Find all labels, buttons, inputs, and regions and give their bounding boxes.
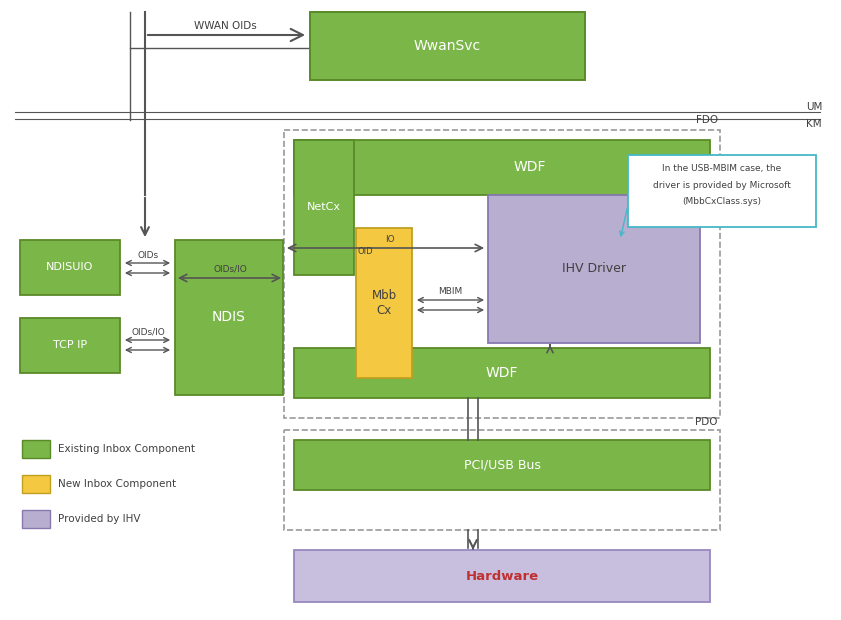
Text: In the USB-MBIM case, the: In the USB-MBIM case, the bbox=[663, 164, 781, 174]
Text: MBIM: MBIM bbox=[438, 288, 462, 296]
Text: IO: IO bbox=[385, 236, 394, 244]
Text: Provided by IHV: Provided by IHV bbox=[58, 514, 140, 524]
FancyBboxPatch shape bbox=[175, 240, 283, 395]
Text: New Inbox Component: New Inbox Component bbox=[58, 479, 176, 489]
Text: WwanSvc: WwanSvc bbox=[414, 39, 480, 53]
Text: PCI/USB Bus: PCI/USB Bus bbox=[463, 459, 541, 471]
FancyBboxPatch shape bbox=[310, 12, 585, 80]
Text: WWAN OIDs: WWAN OIDs bbox=[193, 21, 257, 31]
FancyBboxPatch shape bbox=[628, 155, 816, 227]
FancyBboxPatch shape bbox=[20, 240, 120, 295]
Text: OIDs/IO: OIDs/IO bbox=[131, 327, 165, 337]
Text: PDO: PDO bbox=[696, 417, 718, 427]
Text: Existing Inbox Component: Existing Inbox Component bbox=[58, 444, 195, 454]
Text: OID: OID bbox=[357, 247, 373, 257]
Text: TCP IP: TCP IP bbox=[53, 340, 87, 350]
Text: (MbbCxClass.sys): (MbbCxClass.sys) bbox=[683, 197, 761, 205]
FancyBboxPatch shape bbox=[22, 510, 50, 528]
Text: OIDs: OIDs bbox=[137, 250, 159, 260]
Text: driver is provided by Microsoft: driver is provided by Microsoft bbox=[653, 180, 791, 190]
FancyBboxPatch shape bbox=[294, 140, 354, 275]
FancyBboxPatch shape bbox=[294, 550, 710, 602]
Text: OIDs/IO: OIDs/IO bbox=[213, 265, 247, 273]
FancyBboxPatch shape bbox=[294, 348, 710, 398]
Text: KM: KM bbox=[806, 119, 822, 129]
Text: FDO: FDO bbox=[696, 115, 718, 125]
Text: Mbb
Cx: Mbb Cx bbox=[372, 289, 397, 317]
FancyBboxPatch shape bbox=[22, 475, 50, 493]
FancyBboxPatch shape bbox=[488, 195, 700, 343]
Text: NDIS: NDIS bbox=[212, 310, 246, 324]
Text: NetCx: NetCx bbox=[307, 202, 341, 212]
Text: NDISUIO: NDISUIO bbox=[46, 262, 93, 272]
Text: WDF: WDF bbox=[514, 160, 547, 174]
FancyBboxPatch shape bbox=[294, 140, 710, 195]
FancyBboxPatch shape bbox=[356, 228, 412, 378]
Text: WDF: WDF bbox=[486, 366, 518, 380]
FancyBboxPatch shape bbox=[294, 440, 710, 490]
Text: IHV Driver: IHV Driver bbox=[562, 262, 626, 275]
Text: UM: UM bbox=[806, 102, 822, 112]
FancyBboxPatch shape bbox=[20, 318, 120, 373]
FancyBboxPatch shape bbox=[22, 440, 50, 458]
Text: Hardware: Hardware bbox=[465, 570, 538, 583]
